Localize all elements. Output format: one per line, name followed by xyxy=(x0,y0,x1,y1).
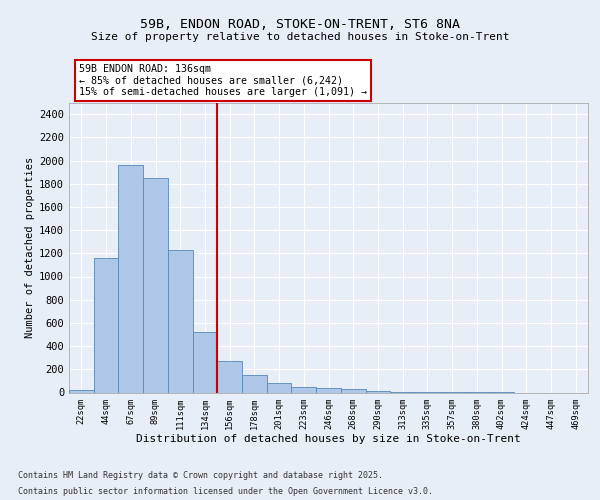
Bar xyxy=(193,332,217,392)
Text: Size of property relative to detached houses in Stoke-on-Trent: Size of property relative to detached ho… xyxy=(91,32,509,42)
Bar xyxy=(118,165,143,392)
Bar xyxy=(168,250,193,392)
Y-axis label: Number of detached properties: Number of detached properties xyxy=(25,157,35,338)
Bar xyxy=(69,390,94,392)
Text: Contains public sector information licensed under the Open Government Licence v3: Contains public sector information licen… xyxy=(18,486,433,496)
Text: Contains HM Land Registry data © Crown copyright and database right 2025.: Contains HM Land Registry data © Crown c… xyxy=(18,472,383,480)
Bar xyxy=(242,374,267,392)
Text: 59B ENDON ROAD: 136sqm
← 85% of detached houses are smaller (6,242)
15% of semi-: 59B ENDON ROAD: 136sqm ← 85% of detached… xyxy=(79,64,367,96)
Bar xyxy=(267,383,292,392)
Text: 59B, ENDON ROAD, STOKE-ON-TRENT, ST6 8NA: 59B, ENDON ROAD, STOKE-ON-TRENT, ST6 8NA xyxy=(140,18,460,30)
Bar xyxy=(316,388,341,392)
Bar xyxy=(94,258,118,392)
Bar xyxy=(143,178,168,392)
Bar xyxy=(292,387,316,392)
Bar xyxy=(341,390,365,392)
X-axis label: Distribution of detached houses by size in Stoke-on-Trent: Distribution of detached houses by size … xyxy=(136,434,521,444)
Bar xyxy=(217,360,242,392)
